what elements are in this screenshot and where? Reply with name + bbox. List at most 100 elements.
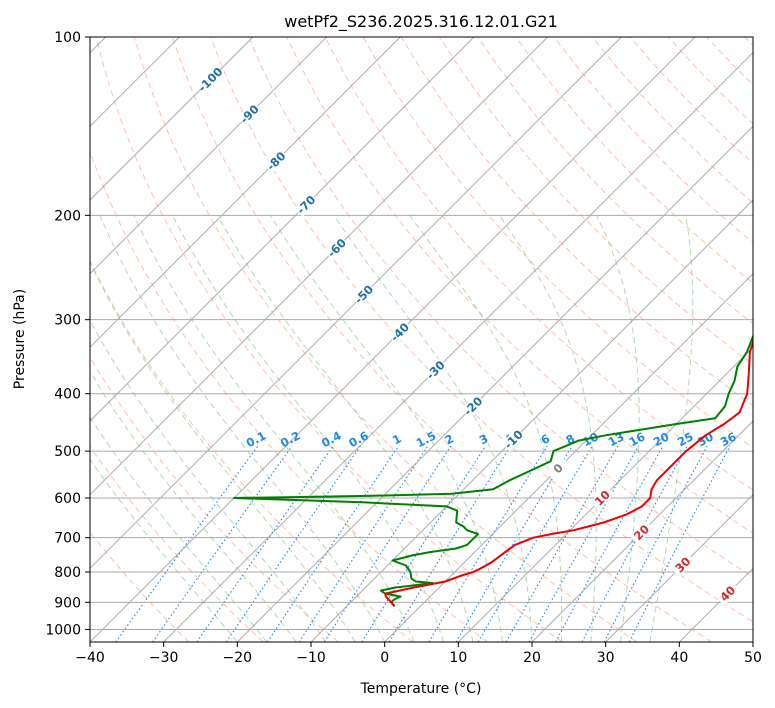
mixing-ratio-line: [455, 445, 573, 642]
mixing-ratio-line: [267, 445, 400, 642]
mixing-ratio-line: [323, 445, 452, 642]
isotherm-label-bg: [324, 235, 349, 260]
dry-adiabat-line: [90, 259, 414, 642]
isotherm-line: [163, 51, 753, 642]
moist-adiabat-line: [90, 260, 356, 642]
moist-adiabat-line: [90, 416, 268, 642]
mixing-ratio-line: [361, 445, 487, 642]
dry-adiabat-line: [133, 37, 638, 642]
isotherm-line: [90, 37, 401, 349]
y-tick-label: 100: [54, 30, 81, 46]
isotherm-line: [384, 272, 753, 642]
y-tick-label: 500: [54, 444, 81, 460]
y-tick-label: 300: [54, 313, 81, 329]
isotherm-line: [90, 37, 475, 422]
isotherm-line: [90, 37, 254, 201]
dry-adiabat-line: [324, 37, 753, 491]
y-tick-label: 200: [54, 208, 81, 224]
x-tick-label: 20: [523, 650, 541, 666]
x-axis-label: Temperature (°C): [360, 681, 482, 697]
mixing-ratio-line: [225, 445, 361, 642]
isotherm-line: [310, 199, 753, 642]
x-tick-label: 40: [670, 650, 688, 666]
series-line-temperature: [384, 338, 753, 607]
moist-adiabat-line: [99, 215, 386, 642]
x-axis: −40 −30 −20 −10 0 10 20 30 40 50: [75, 642, 762, 666]
mixing-ratio-label: 16: [627, 429, 648, 449]
isotherm-line: [605, 493, 753, 642]
mixing-ratio-line: [388, 445, 512, 642]
moist-adiabat-line: [217, 215, 474, 642]
dry-adiabat-line: [248, 37, 753, 578]
isotherm-label-bg: [546, 456, 571, 481]
isotherm-label-bg: [264, 149, 289, 174]
mixing-ratio-line: [196, 445, 334, 642]
plot-frame: [89, 36, 754, 643]
y-axis-label: Pressure (hPa): [12, 289, 28, 389]
isotherm-label-bg: [501, 427, 526, 452]
isotherm-label-bg: [294, 192, 319, 217]
mixing-ratio-label: 36: [718, 429, 739, 449]
moist-adiabat-line: [270, 215, 503, 642]
mixing-ratio-line: [152, 445, 293, 642]
moist-adiabat-line: [499, 215, 597, 642]
y-tick-label: 800: [54, 565, 81, 581]
moist-adiabat-line: [90, 319, 327, 642]
moist-adiabat-line: [172, 215, 445, 642]
x-tick-label: 50: [744, 650, 762, 666]
isotherm-label-bg: [670, 552, 695, 577]
x-tick-label: −30: [149, 650, 179, 666]
isotherm-label-bg: [461, 394, 486, 419]
isotherm-label-bg: [423, 358, 448, 383]
isotherm-label-bg: [198, 67, 223, 92]
y-tick-label: 900: [54, 595, 81, 611]
x-tick-label: 10: [449, 650, 467, 666]
isotherm-line: [90, 37, 549, 496]
moist-adiabat-line: [409, 215, 563, 642]
y-tick-label: 1000: [45, 622, 81, 638]
isotherm-line: [90, 37, 622, 570]
isotherm-label-bg: [715, 581, 740, 606]
mixing-ratio-line: [528, 445, 640, 642]
isotherm-label-bg: [387, 320, 412, 345]
mixing-ratio-line: [628, 445, 731, 642]
isotherm-line: [236, 125, 753, 642]
mixing-ratio-label: 10: [580, 429, 601, 449]
dry-adiabat-line: [90, 356, 339, 642]
mixing-ratio-line: [298, 445, 429, 642]
dry-adiabat-line: [210, 37, 753, 623]
series-line-dewpoint: [233, 334, 753, 607]
y-axis: 1000 900 800 700 600 500 400 300 200 100: [45, 30, 90, 638]
moist-adiabat-line: [133, 215, 415, 642]
moist-adiabat-line: [596, 215, 640, 642]
sounding-profiles: [233, 334, 753, 607]
x-tick-label: −10: [296, 650, 326, 666]
mixing-ratio-label: 20: [651, 429, 672, 449]
y-tick-label: 400: [54, 387, 81, 403]
x-tick-label: −20: [223, 650, 253, 666]
mixing-ratio-label: 30: [695, 429, 716, 449]
x-tick-label: −40: [75, 650, 105, 666]
y-tick-label: 600: [54, 491, 81, 507]
isotherm-line: [457, 346, 753, 642]
chart-title: wetPf2_S236.2025.316.12.01.G21: [284, 12, 558, 32]
moist-adiabats: [90, 215, 694, 642]
x-tick-label: 0: [380, 650, 389, 666]
dry-adiabat-line: [95, 37, 563, 642]
mixing-ratio-lines: [115, 445, 731, 642]
isotherm-label-bg: [351, 282, 376, 307]
dry-adiabat-line: [515, 37, 753, 284]
moist-adiabat-line: [333, 215, 533, 642]
dry-adiabat-line: [286, 37, 753, 534]
moist-adiabat-line: [90, 458, 238, 642]
mixing-ratio-line: [115, 445, 259, 642]
moist-adiabat-line: [90, 370, 297, 642]
dry-adiabat-line: [90, 445, 264, 642]
mixing-ratio-line: [428, 445, 548, 642]
y-tick-label: 700: [54, 531, 81, 547]
isotherm-label-bg: [237, 102, 262, 127]
mixing-ratio-label: 25: [675, 429, 696, 449]
isotherm-label-bg: [590, 485, 615, 511]
